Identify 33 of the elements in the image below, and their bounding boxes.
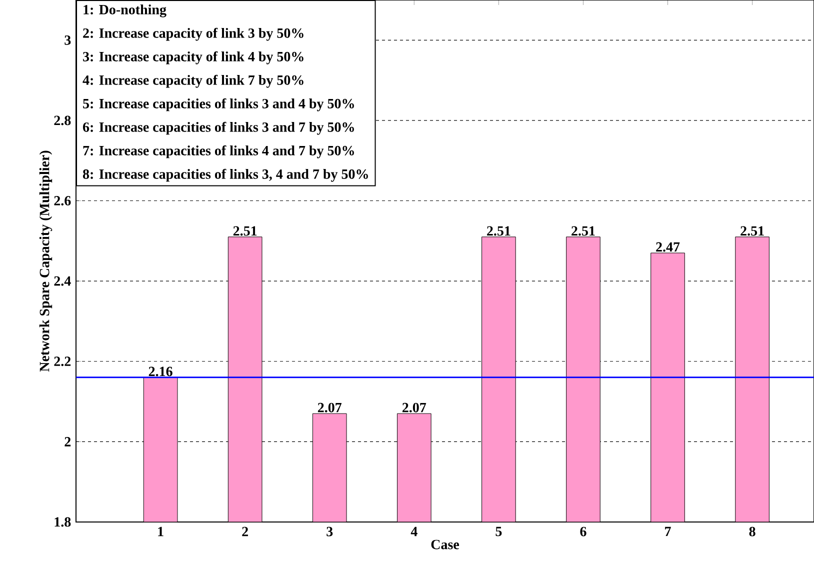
data-label: 2.47 (656, 242, 680, 252)
y-tick-label: 2.4 (54, 276, 71, 286)
y-tick-label: 2.6 (54, 196, 71, 206)
annotation: 3: Increase capacity of link 4 by 50% (83, 51, 304, 64)
x-tick-label: 4 (410, 526, 418, 536)
y-tick-label: 1.8 (54, 517, 71, 527)
data-label: 2.51 (740, 226, 764, 236)
y-tick-label: 3 (64, 35, 71, 45)
x-tick-label: 6 (580, 526, 586, 536)
annotation: 8: Increase capacities of links 3, 4 and 7 by 50% (82, 168, 368, 182)
data-label: 2.07 (402, 402, 426, 412)
annotation: 5: Increase capacities of links 3 and 4 by 50% (83, 98, 354, 112)
x-tick-label: 3 (326, 526, 333, 536)
annotation: 6: Increase capacities of links 3 and 7 by 50% (82, 122, 354, 135)
x-tick-label: 8 (749, 526, 756, 536)
x-tick-label: 2 (242, 526, 248, 536)
annotation: 1: Do-nothing (84, 4, 166, 18)
x-tick-label: 7 (665, 526, 671, 536)
data-label: 2.51 (233, 226, 257, 236)
annotation: 2: Increase capacity of link 3 by 50% (83, 28, 304, 41)
x-tick-label: 5 (496, 526, 502, 536)
data-label: 2.51 (572, 226, 595, 236)
data-label: 2.51 (487, 226, 510, 236)
x-tick-label: 1 (158, 526, 164, 536)
x-axis-title: Case (431, 540, 460, 550)
data-label: 2.16 (148, 366, 172, 376)
y-tick-label: 2.2 (54, 356, 71, 366)
y-tick-label: 2 (64, 437, 71, 446)
y-tick-label: 2.8 (54, 116, 71, 126)
y-axis-title: Network Spare Capacity (Multiplier) (39, 150, 52, 372)
annotation: 4: Increase capacity of link 7 by 50% (82, 74, 304, 88)
data-label: 2.07 (318, 402, 342, 412)
annotation: 7: Increase capacities of links 4 and 7 by 50% (83, 145, 354, 158)
